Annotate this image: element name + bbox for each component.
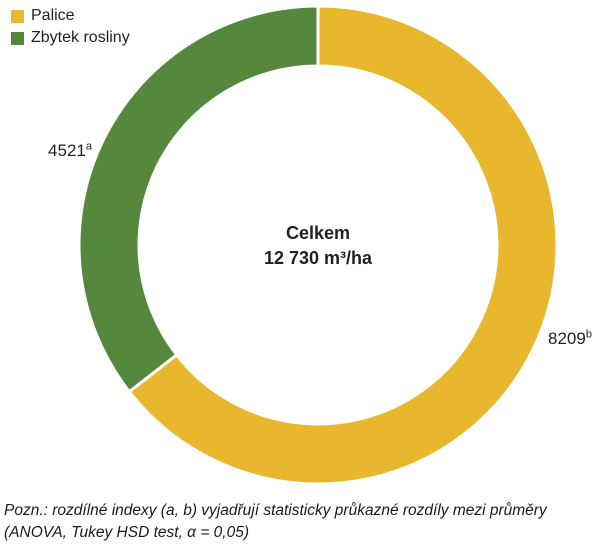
legend-item-zbytek-rosliny: Zbytek rosliny	[11, 30, 130, 46]
slice-value-zbytek: 4521	[48, 141, 86, 160]
legend-label-palice: Palice	[31, 7, 75, 24]
footnote-line1: Pozn.: rozdílné indexy (a, b) vyjadřují …	[4, 502, 547, 519]
legend: Palice Zbytek rosliny	[11, 8, 130, 52]
center-title: Celkem	[285, 223, 351, 243]
donut-segment-palice	[127, 4, 559, 486]
slice-index-palice: b	[585, 328, 592, 341]
footnote: Pozn.: rozdílné indexy (a, b) vyjadřují …	[4, 500, 547, 543]
slice-label-palice: 8209b	[548, 329, 592, 349]
center-value: 12 730 m³/ha	[263, 248, 373, 268]
legend-swatch-zbytek-icon	[11, 31, 24, 45]
legend-label-zbytek: Zbytek rosliny	[31, 29, 130, 46]
donut-segment-zbytek-rosliny	[77, 4, 320, 394]
slice-index-zbytek: a	[85, 140, 92, 153]
donut-center-label: Celkem 12 730 m³/ha	[218, 221, 418, 271]
slice-label-zbytek: 4521a	[18, 141, 92, 161]
slice-value-palice: 8209	[548, 329, 586, 348]
legend-item-palice: Palice	[11, 8, 130, 24]
footnote-line2: (ANOVA, Tukey HSD test, α = 0,05)	[4, 523, 250, 541]
legend-swatch-palice-icon	[11, 9, 24, 23]
